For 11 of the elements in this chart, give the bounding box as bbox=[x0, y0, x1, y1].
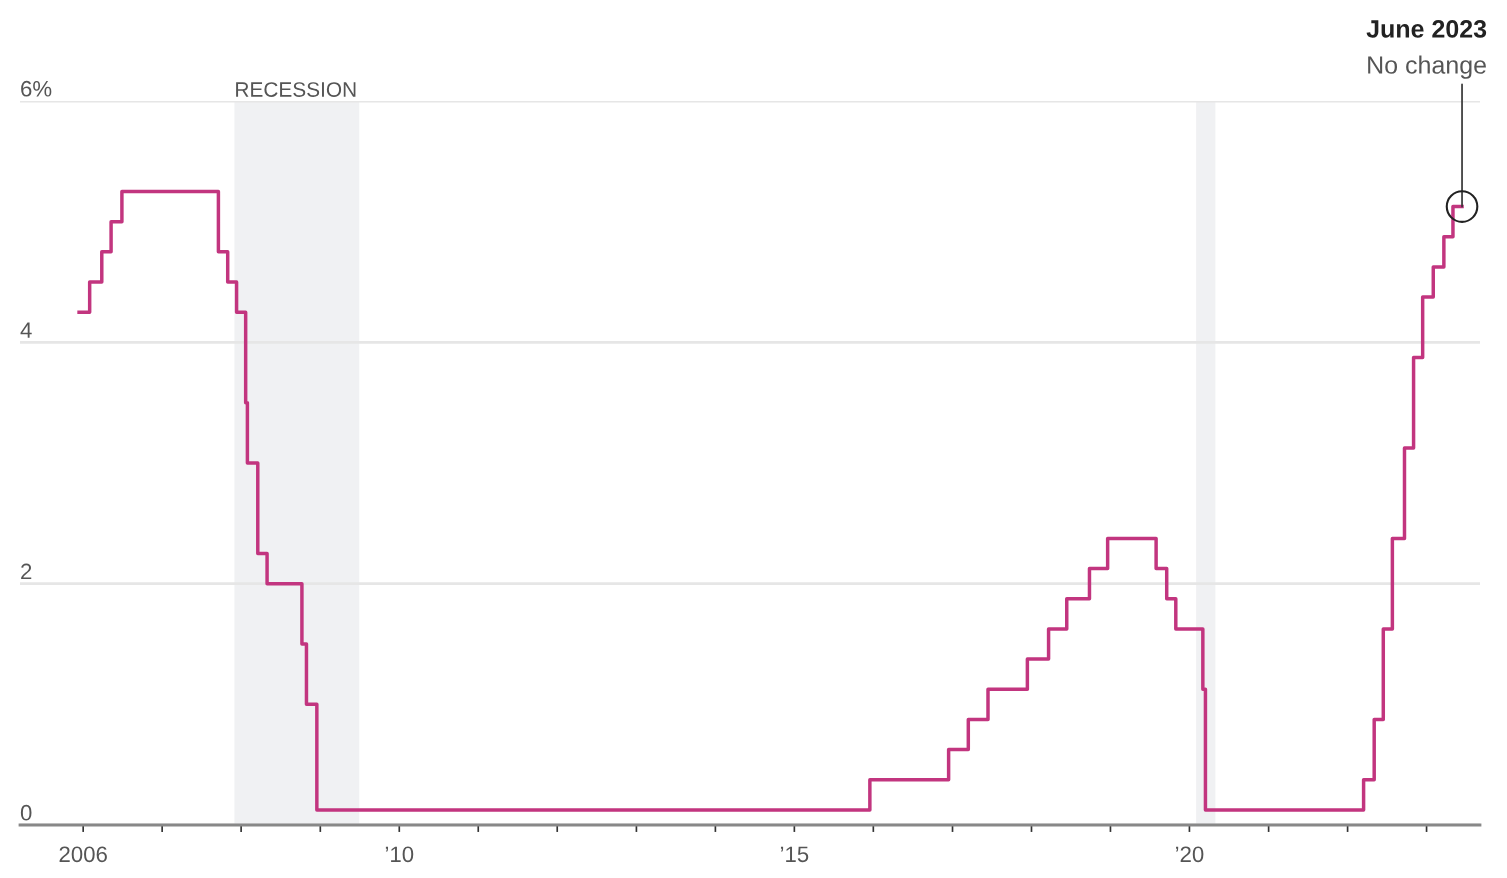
band-label: RECESSION bbox=[236, 82, 356, 97]
y-tick-label: 4 bbox=[20, 322, 32, 338]
y-tick-label: 0 bbox=[20, 804, 32, 821]
y-tick-label: 2 bbox=[21, 563, 32, 580]
x-tick-label: ’20 bbox=[1175, 846, 1204, 863]
y-tick-label: 6% bbox=[21, 80, 52, 97]
text: June 2023 bbox=[1366, 20, 1487, 38]
x-tick-label: 2006 bbox=[59, 846, 107, 863]
annotation: No change bbox=[1368, 55, 1486, 79]
x-tick-label: ’10 bbox=[385, 846, 414, 863]
x-tick-label: ’15 bbox=[780, 846, 809, 863]
